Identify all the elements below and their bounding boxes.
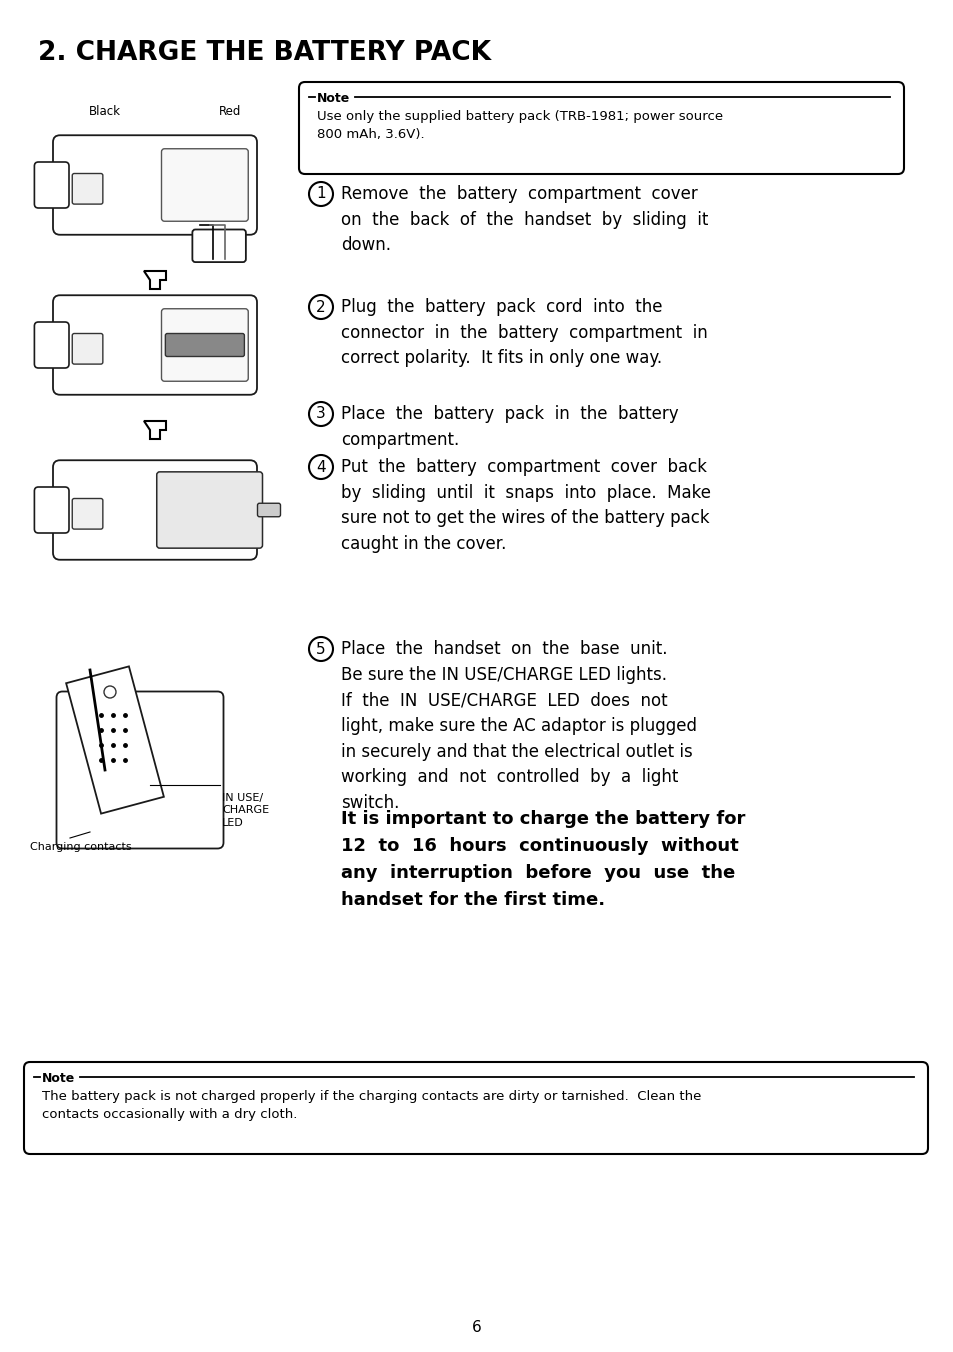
Circle shape	[309, 637, 333, 661]
FancyBboxPatch shape	[156, 472, 262, 548]
Text: Black: Black	[89, 105, 121, 118]
Text: Put  the  battery  compartment  cover  back
by  sliding  until  it  snaps  into : Put the battery compartment cover back b…	[340, 458, 710, 553]
Text: Remove  the  battery  compartment  cover
on  the  back  of  the  handset  by  sl: Remove the battery compartment cover on …	[340, 185, 708, 254]
Text: Note: Note	[316, 92, 350, 105]
FancyBboxPatch shape	[72, 499, 103, 529]
FancyBboxPatch shape	[34, 322, 69, 368]
Circle shape	[104, 685, 116, 698]
Text: Red: Red	[218, 105, 241, 118]
FancyBboxPatch shape	[53, 460, 256, 560]
Text: The battery pack is not charged properly if the charging contacts are dirty or t: The battery pack is not charged properly…	[42, 1090, 700, 1121]
Text: Place  the  battery  pack  in  the  battery
compartment.: Place the battery pack in the battery co…	[340, 406, 678, 449]
Text: Place  the  handset  on  the  base  unit.
Be sure the IN USE/CHARGE LED lights.
: Place the handset on the base unit. Be s…	[340, 639, 697, 813]
Polygon shape	[144, 270, 166, 289]
Text: Use only the supplied battery pack (TRB-1981; power source
800 mAh, 3.6V).: Use only the supplied battery pack (TRB-…	[316, 110, 722, 141]
Text: 2. CHARGE THE BATTERY PACK: 2. CHARGE THE BATTERY PACK	[38, 41, 491, 66]
Text: 1: 1	[315, 187, 326, 201]
Polygon shape	[144, 420, 166, 439]
Polygon shape	[66, 667, 164, 814]
FancyBboxPatch shape	[193, 230, 246, 262]
Text: Note: Note	[42, 1072, 75, 1086]
FancyBboxPatch shape	[72, 334, 103, 364]
Text: 6: 6	[472, 1320, 481, 1334]
FancyBboxPatch shape	[34, 162, 69, 208]
FancyBboxPatch shape	[161, 308, 248, 381]
FancyBboxPatch shape	[161, 149, 248, 222]
FancyBboxPatch shape	[53, 135, 256, 235]
FancyBboxPatch shape	[161, 473, 248, 546]
Text: It is important to charge the battery for
12  to  16  hours  continuously  witho: It is important to charge the battery fo…	[340, 810, 744, 910]
Text: Charging contacts: Charging contacts	[30, 842, 132, 852]
Circle shape	[309, 295, 333, 319]
Text: 3: 3	[315, 407, 326, 422]
Text: 4: 4	[315, 460, 326, 475]
Circle shape	[309, 456, 333, 479]
Text: 2: 2	[315, 300, 326, 315]
Circle shape	[309, 183, 333, 206]
Text: Plug  the  battery  pack  cord  into  the
connector  in  the  battery  compartme: Plug the battery pack cord into the conn…	[340, 297, 707, 368]
Text: IN USE/
CHARGE
LED: IN USE/ CHARGE LED	[222, 794, 269, 827]
FancyBboxPatch shape	[298, 82, 903, 174]
FancyBboxPatch shape	[24, 1063, 927, 1155]
FancyBboxPatch shape	[53, 295, 256, 395]
Text: 5: 5	[315, 641, 326, 657]
FancyBboxPatch shape	[257, 503, 280, 516]
FancyBboxPatch shape	[72, 173, 103, 204]
Circle shape	[309, 402, 333, 426]
FancyBboxPatch shape	[34, 487, 69, 533]
FancyBboxPatch shape	[165, 334, 244, 357]
FancyBboxPatch shape	[56, 691, 223, 849]
